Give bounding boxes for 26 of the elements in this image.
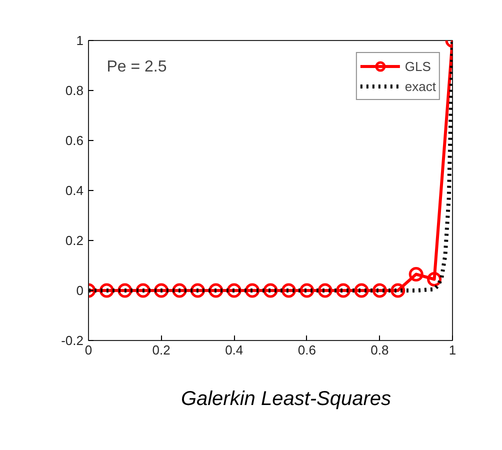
x-tick-label: 0.2 <box>152 342 170 358</box>
x-tick-label: 1 <box>448 342 456 358</box>
legend-label: exact <box>404 78 436 94</box>
y-tick-label: 0.6 <box>65 133 84 148</box>
point <box>263 283 278 298</box>
y-tick-label: 0.8 <box>65 83 84 98</box>
point <box>354 283 369 298</box>
x-tick-label: 0.4 <box>225 342 244 358</box>
point <box>408 267 424 282</box>
y-tick-label: 0 <box>76 283 84 298</box>
y-tick-label: 0.2 <box>65 233 84 248</box>
text: Galerkin Least-Squares <box>180 387 392 412</box>
point <box>372 283 387 298</box>
y-tick-label: -0.2 <box>61 333 84 348</box>
point <box>427 272 442 286</box>
annotation: Pe = 2.5 <box>106 58 167 76</box>
x-tick-label: 0.8 <box>370 342 389 358</box>
point <box>318 283 332 298</box>
point <box>336 283 351 298</box>
y-tick-label: 0.4 <box>65 183 84 198</box>
point <box>300 283 314 298</box>
point <box>281 283 296 298</box>
legend-label: GLS <box>404 58 431 74</box>
y-tick-label: 1 <box>76 33 84 48</box>
point <box>390 283 406 298</box>
x-tick-label: 0.6 <box>298 342 316 358</box>
